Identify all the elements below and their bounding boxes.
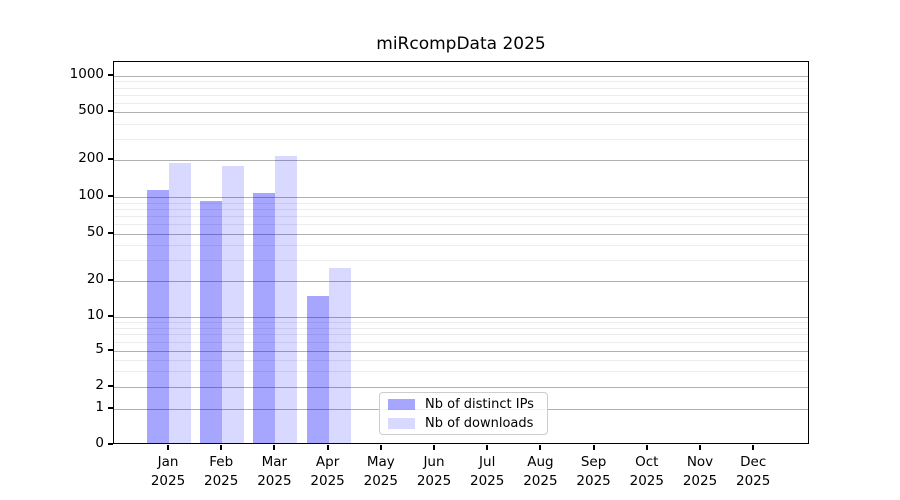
bar-distinct-ips-apr [306,295,329,444]
x-tick-mark [699,445,701,450]
x-tick-label: Jan 2025 [150,454,186,489]
y-tick-label: 20 [86,271,104,287]
y-tick-label: 0 [95,435,104,451]
x-tick-label: May 2025 [363,454,398,489]
major-gridline [114,351,808,352]
y-tick-mark [108,110,113,112]
minor-gridline [114,359,808,361]
x-tick-mark [645,445,648,450]
x-tick-mark [379,445,382,450]
major-gridline [114,317,808,318]
major-gridline [114,112,808,113]
minor-gridline [114,94,808,96]
minor-gridline [114,81,808,83]
minor-gridline [114,245,808,247]
minor-gridline [114,342,808,344]
y-tick-label: 5 [95,341,104,357]
y-tick-label: 10 [86,307,104,323]
minor-gridline [114,202,808,204]
minor-gridline [114,123,808,125]
major-gridline [114,197,808,198]
legend-label-distinct-ips: Nb of distinct IPs [425,396,534,412]
minor-gridline [114,224,808,226]
legend-label-downloads: Nb of downloads [425,415,534,431]
minor-gridline [114,260,808,262]
minor-gridline [114,138,808,140]
y-tick-mark [108,158,113,160]
plot-area [113,61,809,444]
bar-downloads-mar [275,156,298,444]
x-tick-mark [539,445,542,450]
legend: Nb of distinct IPs Nb of downloads [379,392,548,435]
y-tick-label: 50 [86,224,104,240]
y-tick-label: 100 [78,187,104,203]
x-tick-mark [486,445,489,450]
y-tick-label: 2 [95,377,104,393]
x-tick-label: Sep 2025 [576,454,611,489]
y-tick-mark [108,385,113,387]
legend-swatch-downloads [388,417,415,429]
y-tick-label: 200 [78,150,104,166]
major-gridline [114,160,808,161]
minor-gridline [114,102,808,104]
minor-gridline [114,216,808,218]
major-gridline [114,234,808,235]
x-tick-label: Dec 2025 [736,454,771,489]
x-tick-label: Mar 2025 [257,454,292,489]
chart-title: miRcompData 2025 [376,34,546,54]
y-tick-mark [108,232,113,234]
y-tick-mark [108,195,113,197]
bar-distinct-ips-jan [147,189,169,444]
minor-gridline [114,87,808,89]
x-tick-label: Nov 2025 [682,454,718,489]
minor-gridline [114,208,808,210]
x-tick-mark [167,445,169,450]
y-tick-mark [108,74,113,76]
bar-downloads-apr [328,267,351,444]
x-tick-label: Oct 2025 [629,454,664,489]
bar-downloads-feb [222,165,245,444]
y-tick-label: 1 [95,399,104,415]
x-tick-mark [433,445,435,450]
minor-gridline [114,334,808,336]
x-tick-label: Aug 2025 [523,454,558,489]
bar-distinct-ips-feb [200,200,223,444]
x-tick-mark [326,445,329,450]
y-tick-mark [108,443,113,445]
x-tick-mark [273,445,276,450]
major-gridline [114,76,808,77]
legend-item-downloads: Nb of downloads [388,416,539,431]
bar-distinct-ips-mar [253,192,276,444]
x-tick-label: Jun 2025 [416,454,452,489]
major-gridline [114,281,808,282]
legend-item-distinct-ips: Nb of distinct IPs [388,397,539,412]
x-tick-label: Apr 2025 [310,454,345,489]
y-tick-mark [108,315,113,317]
y-tick-label: 500 [78,102,104,118]
x-tick-label: Jul 2025 [470,454,505,489]
y-tick-mark [108,407,113,409]
y-tick-mark [108,349,113,351]
x-tick-mark [220,445,223,450]
legend-swatch-distinct-ips [388,398,415,410]
minor-gridline [114,371,808,373]
major-gridline [114,387,808,388]
y-tick-label: 1000 [69,66,104,82]
y-tick-mark [108,279,113,281]
minor-gridline [114,322,808,324]
x-tick-mark [592,445,595,450]
bar-downloads-jan [169,163,191,444]
x-tick-mark [752,445,755,450]
x-tick-label: Feb 2025 [204,454,239,489]
minor-gridline [114,327,808,329]
